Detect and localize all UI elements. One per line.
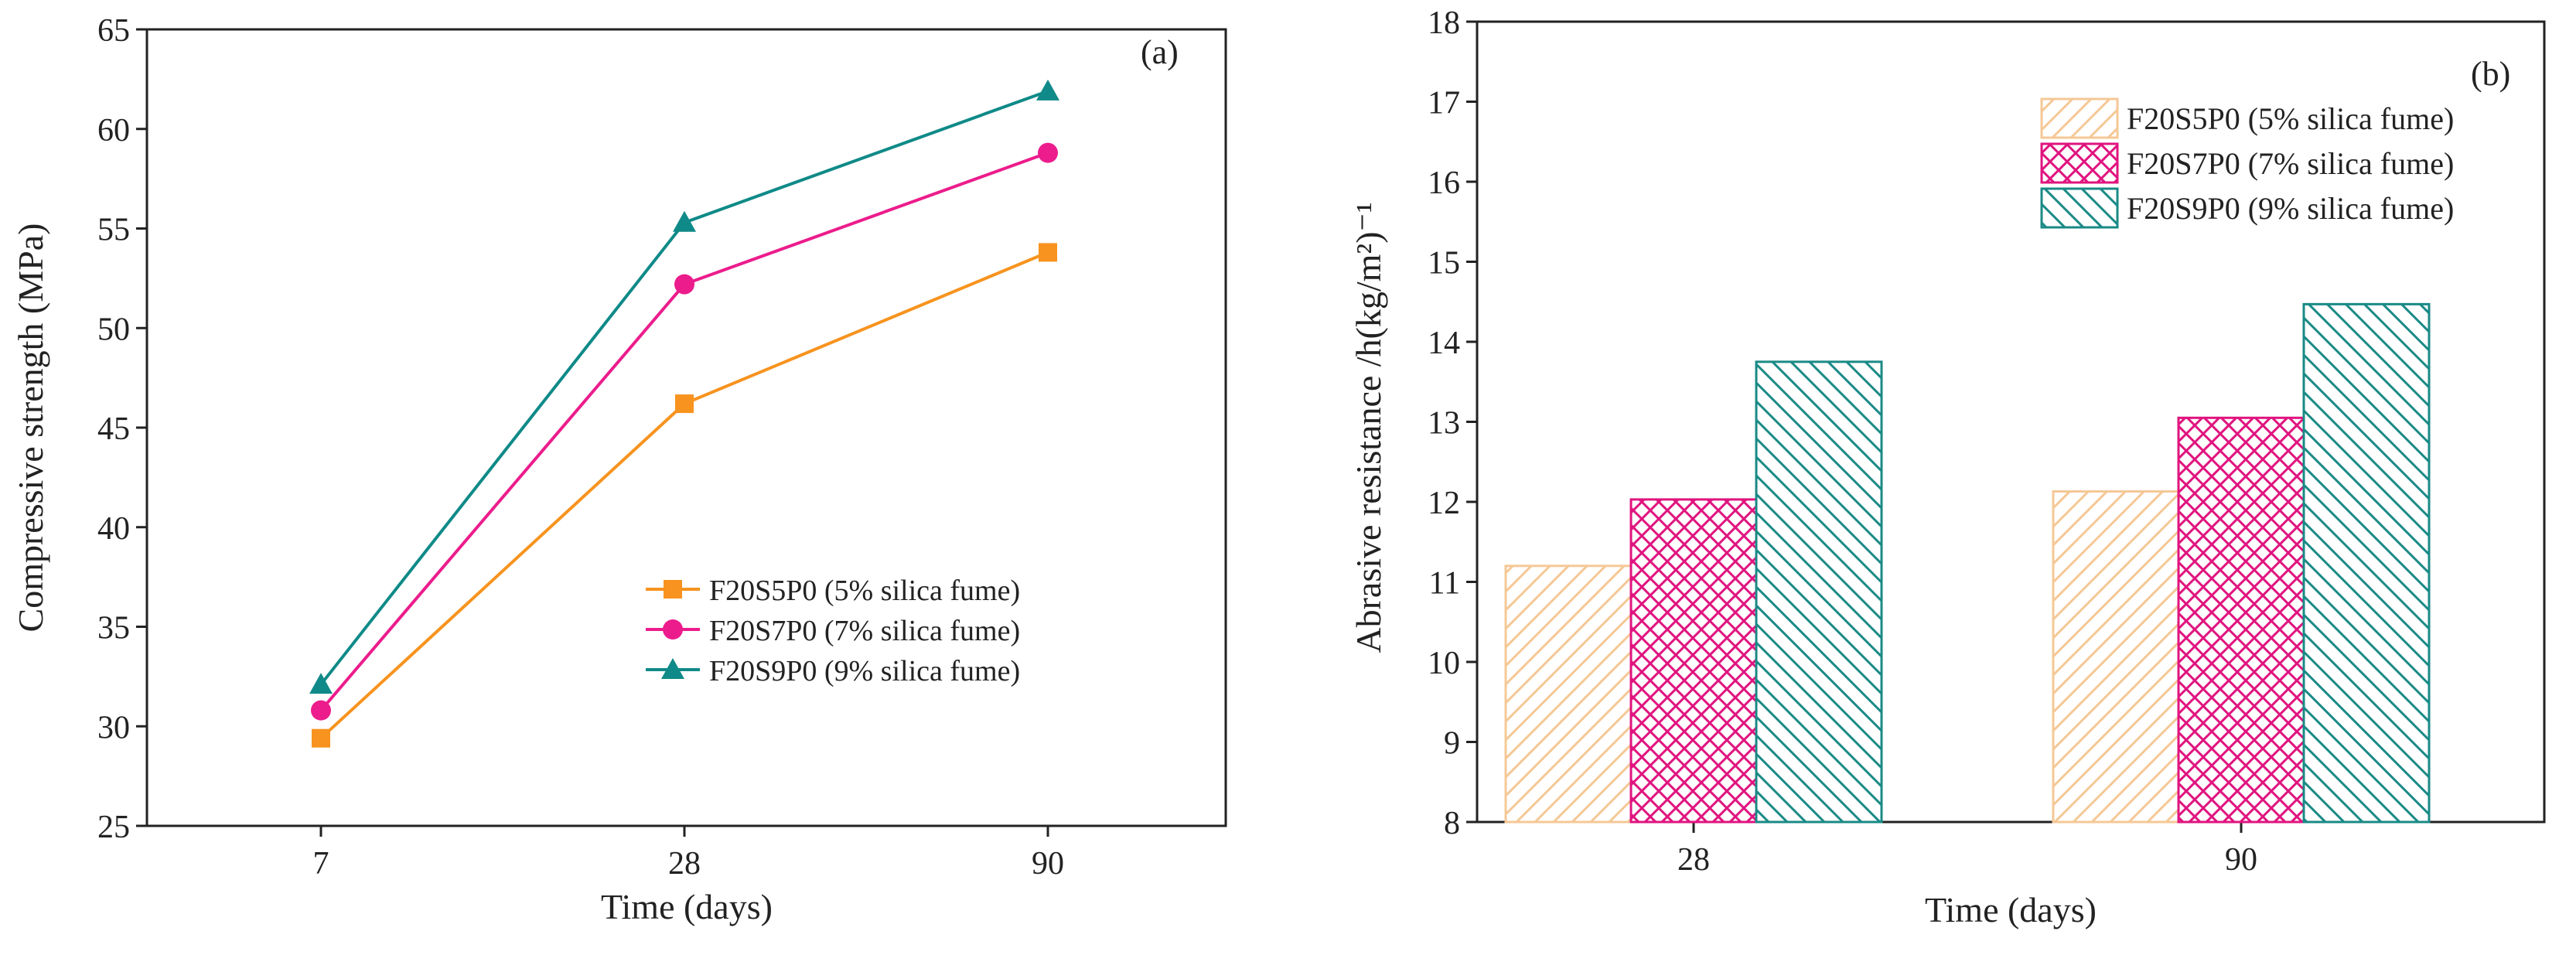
panel-a: 25 30 35 40 45 50 55 60 65 7 28 90 (a) Time (days)… (11, 13, 1227, 926)
legend-label: F20S5P0 (5% silica fume) (709, 575, 1020, 607)
panel-a-x-axis-title: Time (days) (601, 887, 773, 926)
bar (1504, 564, 1633, 824)
y-tick-label: 16 (1428, 165, 1460, 201)
y-tick-label: 14 (1428, 326, 1460, 361)
x-tick-label: 28 (1677, 842, 1710, 878)
data-point (311, 700, 331, 721)
legend-label: F20S7P0 (7% silica fume) (709, 615, 1020, 647)
y-tick-label: 8 (1444, 806, 1460, 841)
panel-a-x-axis: 7 28 90 (313, 826, 1064, 882)
legend-label: F20S9P0 (9% silica fume) (2127, 191, 2454, 226)
legend-marker (664, 580, 682, 599)
data-point (673, 210, 696, 232)
bar (2302, 302, 2431, 824)
y-tick-label: 15 (1428, 246, 1460, 281)
bar (2177, 416, 2305, 824)
panel-b: 8 9 10 11 12 13 14 15 16 17 18 28 90 (b) Time (days… (1349, 5, 2546, 929)
y-tick-label: 65 (97, 13, 130, 49)
bar (1629, 498, 1758, 824)
legend-marker (661, 658, 684, 679)
legend-marker (663, 619, 683, 640)
y-tick-label: 50 (97, 312, 130, 347)
panel-b-legend: F20S5P0 (5% silica fume) F20S7P0 (7% sili… (2040, 97, 2454, 229)
y-tick-label: 9 (1444, 726, 1460, 762)
x-tick-label: 90 (2225, 842, 2257, 878)
x-tick-label: 7 (313, 846, 329, 882)
panel-b-label: (b) (2471, 55, 2510, 93)
y-tick-label: 11 (1429, 566, 1460, 602)
y-tick-label: 10 (1428, 646, 1460, 681)
panel-a-series (309, 79, 1059, 748)
y-tick-label: 45 (97, 411, 130, 447)
panel-a-y-axis-title: Compressive strength (MPa) (11, 223, 50, 633)
legend-swatch (2040, 187, 2119, 229)
panel-b-x-axis: 28 90 (1677, 822, 2257, 878)
data-point (1038, 142, 1058, 163)
y-tick-label: 12 (1428, 486, 1460, 521)
y-tick-label: 18 (1428, 5, 1460, 41)
bar (2052, 490, 2180, 824)
panel-a-plot-frame (145, 28, 1227, 827)
panel-b-y-axis: 8 9 10 11 12 13 14 15 16 17 18 (1428, 5, 1477, 841)
y-tick-label: 25 (97, 810, 130, 845)
data-point (674, 274, 694, 295)
panel-a-legend: F20S5P0 (5% silica fume) F20S7P0 (7% sili… (646, 575, 1020, 687)
panel-a-y-axis: 25 30 35 40 45 50 55 60 65 (97, 13, 147, 845)
panel-b-y-axis-title: Abrasive resistance /h(kg/m²)⁻¹ (1349, 202, 1388, 653)
y-tick-label: 60 (97, 113, 130, 148)
y-tick-label: 30 (97, 710, 130, 745)
y-tick-label: 40 (97, 511, 130, 547)
panel-b-bars (1504, 302, 2431, 824)
data-point (1039, 243, 1057, 262)
data-point (675, 394, 694, 414)
legend-label: F20S9P0 (9% silica fume) (709, 655, 1020, 687)
legend-swatch (2040, 142, 2119, 184)
data-point (309, 673, 333, 694)
y-tick-label: 35 (97, 611, 130, 646)
y-tick-label: 13 (1428, 406, 1460, 442)
y-tick-label: 17 (1428, 86, 1460, 121)
x-tick-label: 90 (1032, 846, 1064, 882)
data-point (312, 728, 330, 748)
data-point (1036, 79, 1059, 101)
panel-b-x-axis-title: Time (days) (1925, 890, 2097, 929)
panel-a-label: (a) (1141, 33, 1179, 71)
y-tick-label: 55 (97, 213, 130, 248)
bar (1755, 360, 1883, 824)
x-tick-label: 28 (668, 846, 701, 882)
legend-swatch (2040, 97, 2119, 139)
legend-label: F20S7P0 (7% silica fume) (2127, 146, 2454, 181)
legend-label: F20S5P0 (5% silica fume) (2127, 101, 2454, 136)
